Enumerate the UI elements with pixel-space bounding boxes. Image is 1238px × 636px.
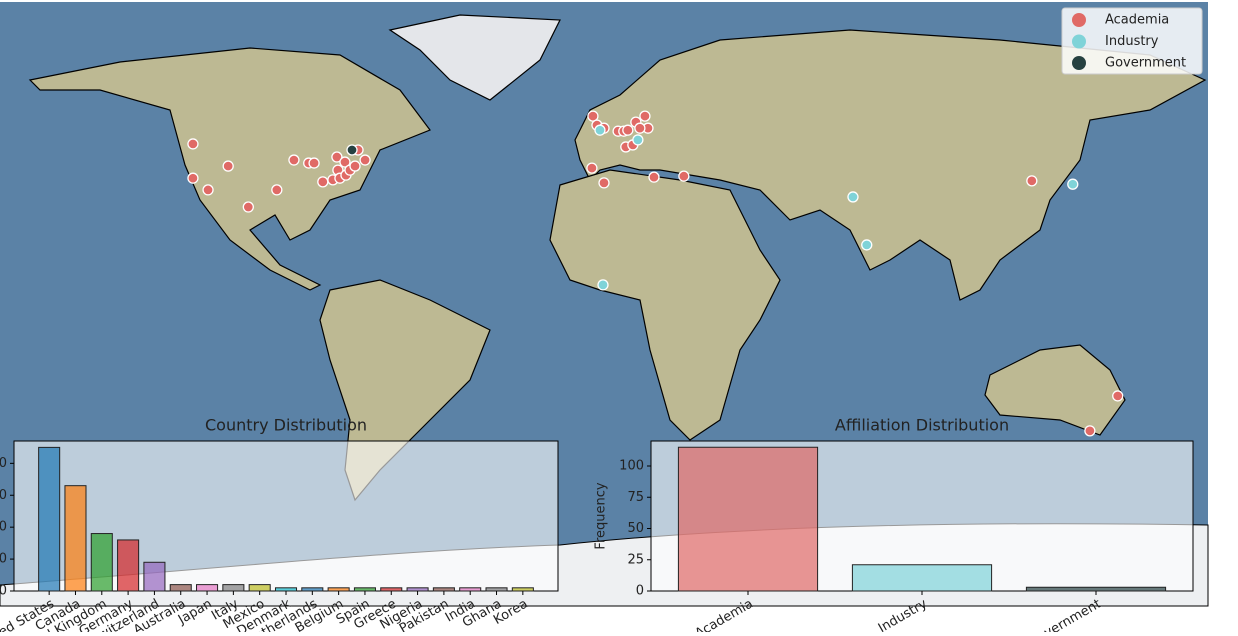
bar: [248, 584, 271, 592]
y-tick-label: 0: [0, 584, 7, 599]
y-tick-label: 75: [627, 490, 644, 505]
map-point: [222, 160, 234, 172]
map-point: [597, 279, 609, 291]
bar: [143, 561, 166, 592]
legend: [1061, 7, 1203, 75]
y-tick-label: 20: [0, 520, 7, 535]
bar: [117, 539, 140, 592]
map-point: [317, 176, 329, 188]
y-tick-label: 30: [0, 488, 7, 503]
map-point: [349, 160, 361, 172]
map-point: [1084, 425, 1096, 437]
map-point: [861, 239, 873, 251]
map-point: [359, 154, 371, 166]
map-point: [587, 110, 599, 122]
bar: [222, 584, 245, 592]
map-point: [586, 162, 598, 174]
bar: [38, 446, 61, 592]
map-point: [648, 171, 660, 183]
map-point: [331, 151, 343, 163]
eurasia: [574, 29, 1207, 301]
bar: [353, 587, 376, 592]
bar: [327, 587, 350, 592]
legend-marker: [1072, 56, 1086, 70]
map-point: [847, 191, 859, 203]
map-point: [634, 122, 646, 134]
greenland: [388, 14, 561, 101]
bar: [1025, 586, 1167, 592]
points: [187, 110, 1124, 437]
map-point: [242, 201, 254, 213]
map-point: [308, 157, 320, 169]
bar: [406, 587, 429, 592]
map-point: [187, 138, 199, 150]
chart-title: Affiliation Distribution: [835, 416, 1009, 435]
map-point: [639, 110, 651, 122]
legend-label: Industry: [1105, 34, 1159, 49]
bar: [90, 533, 113, 592]
bar: [511, 587, 534, 592]
bar: [432, 587, 455, 592]
legend-box: [1061, 7, 1203, 75]
legend-label: Government: [1105, 56, 1186, 71]
map-point: [632, 134, 644, 146]
bar: [485, 587, 508, 592]
map-point: [678, 170, 690, 182]
africa: [549, 169, 781, 441]
map-point: [271, 184, 283, 196]
map-point: [288, 154, 300, 166]
legend-marker: [1072, 34, 1086, 49]
bar: [459, 587, 482, 592]
map-point: [187, 172, 199, 184]
bar: [677, 446, 819, 592]
map-point: [1067, 178, 1079, 190]
bar: [196, 584, 219, 592]
y-tick-label: 40: [0, 456, 7, 471]
chart-title: Country Distribution: [205, 416, 367, 435]
australia: [984, 344, 1126, 436]
y-tick-label: 0: [636, 584, 644, 599]
bar: [64, 485, 87, 592]
y-tick-label: 10: [0, 552, 7, 567]
bar: [169, 584, 192, 592]
bar: [851, 564, 993, 592]
map-point: [339, 156, 351, 168]
map-point: [202, 184, 214, 196]
bar: [274, 587, 298, 592]
legend-label: Academia: [1105, 13, 1169, 28]
map-point: [598, 177, 610, 189]
map-point: [346, 144, 358, 156]
legend-marker: [1072, 13, 1086, 27]
map-point: [1026, 175, 1038, 187]
y-tick-label: 25: [627, 552, 644, 567]
y-axis-label: Frequency: [594, 482, 609, 549]
map-point: [594, 124, 606, 136]
y-tick-label: 100: [619, 459, 644, 474]
bar: [301, 587, 324, 592]
map-point: [622, 124, 634, 136]
bar: [380, 587, 403, 592]
map-point: [1112, 390, 1124, 402]
y-tick-label: 50: [627, 521, 644, 536]
